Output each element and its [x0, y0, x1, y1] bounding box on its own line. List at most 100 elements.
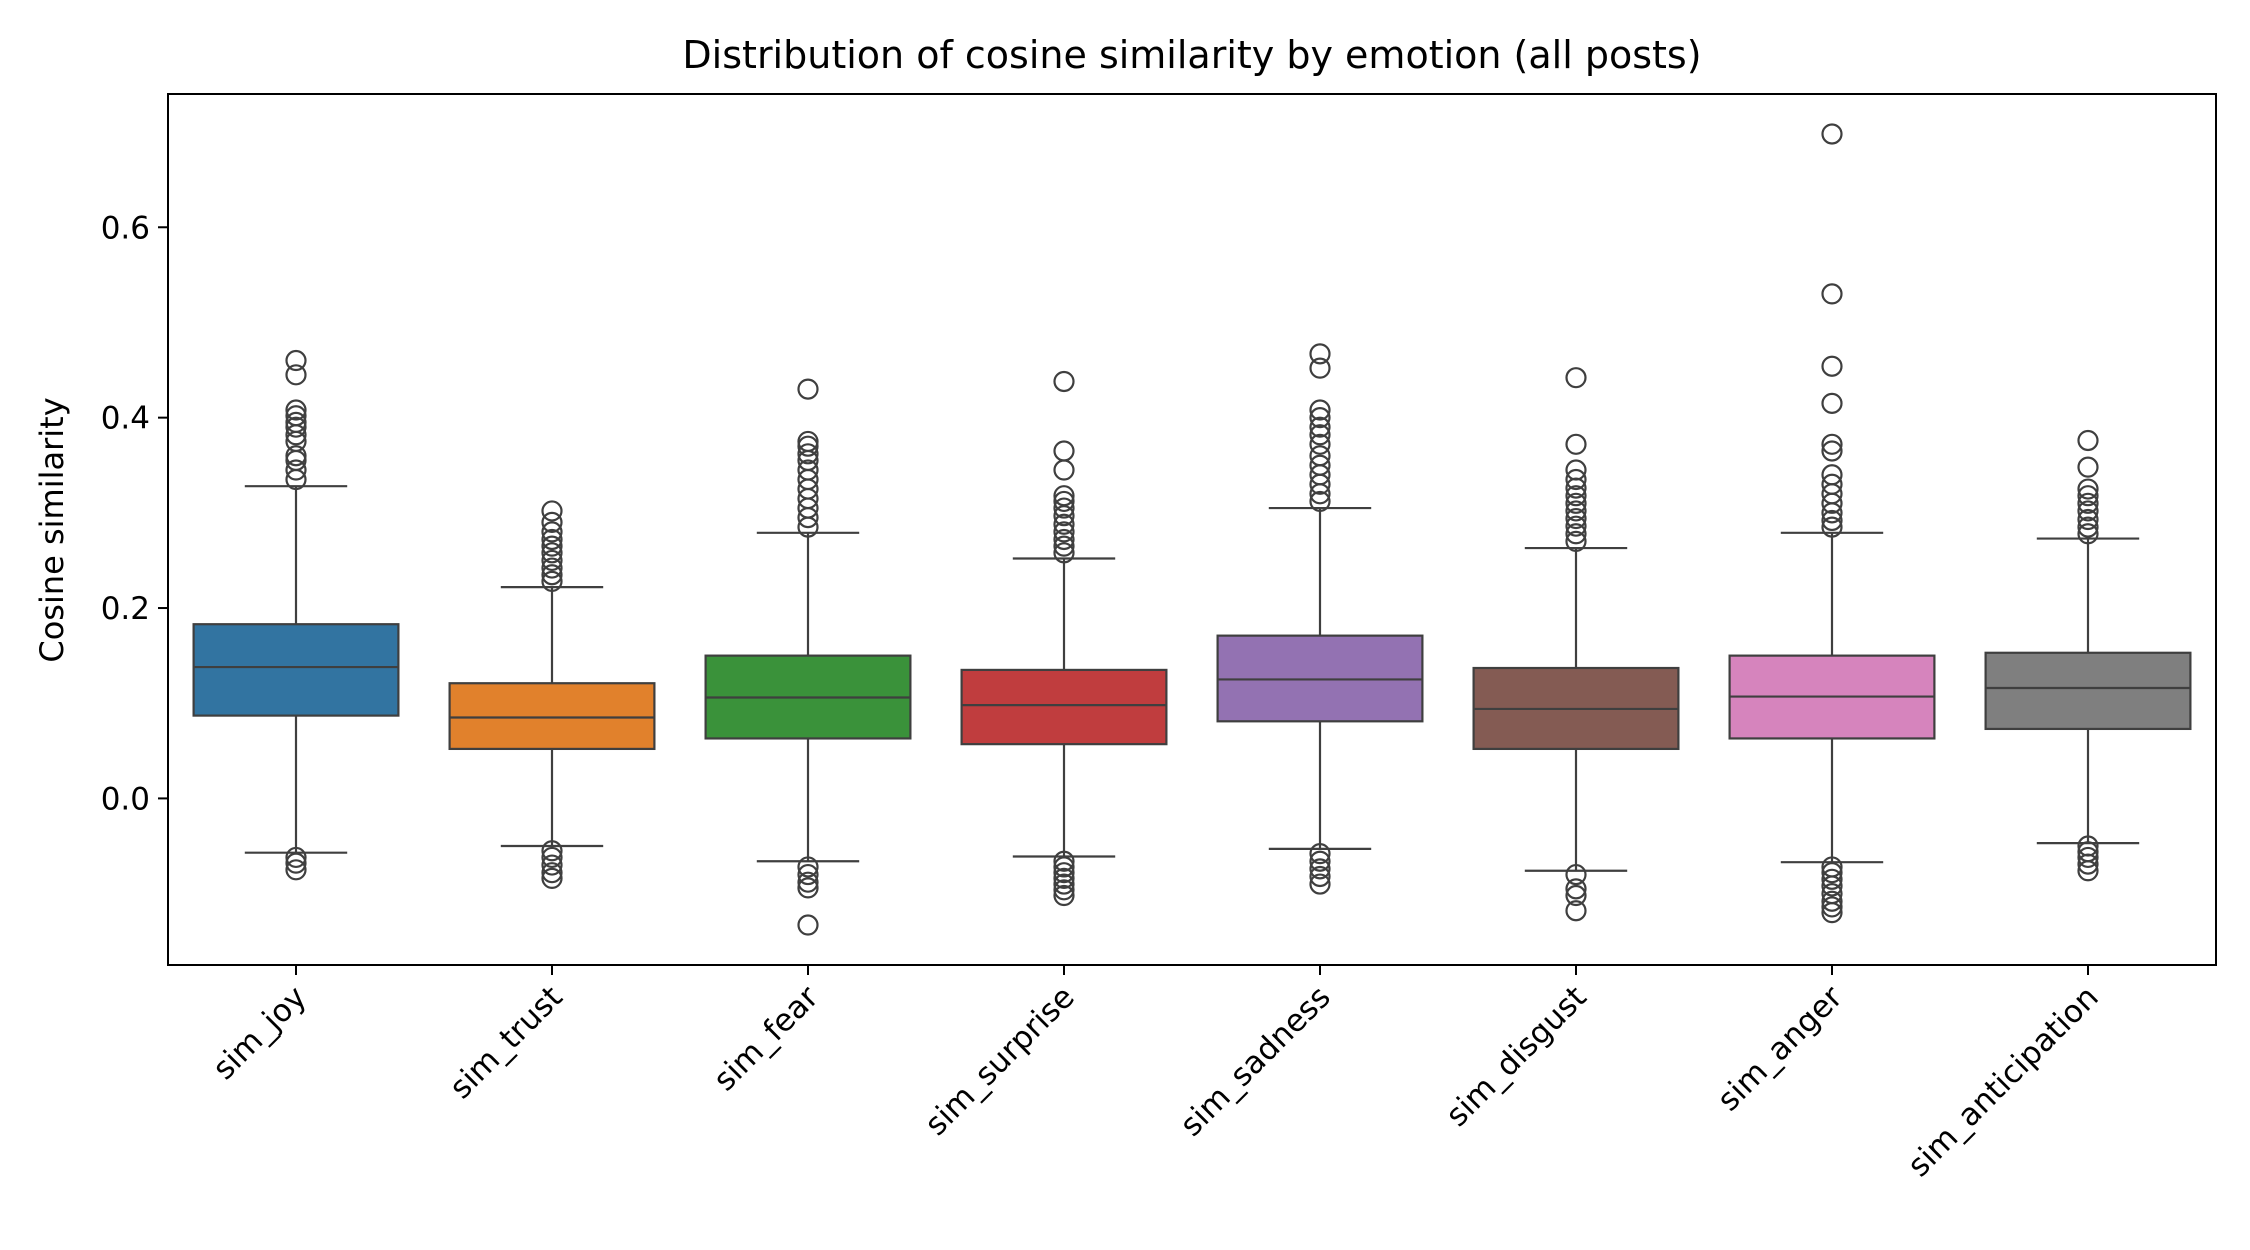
box-sim_surprise	[960, 370, 1168, 907]
outlier-point	[2077, 500, 2099, 522]
outlier-point	[1565, 515, 1587, 537]
outlier-point	[285, 445, 307, 467]
outlier-point	[285, 349, 307, 372]
outlier-point	[1053, 856, 1075, 878]
outlier-point	[541, 528, 563, 551]
outlier-point	[1053, 521, 1075, 543]
outlier-point	[1053, 497, 1075, 519]
outlier-point	[285, 405, 307, 427]
outlier-point	[797, 459, 819, 481]
outlier-point	[285, 416, 307, 438]
outlier-point	[2077, 508, 2099, 531]
outlier-point	[541, 854, 563, 876]
outlier-point	[797, 443, 819, 465]
outlier-point	[1309, 343, 1331, 365]
outlier-point	[2077, 853, 2099, 875]
outlier-point	[541, 521, 563, 543]
outlier-point	[2077, 516, 2099, 538]
outlier-point	[541, 564, 563, 586]
box-iqr	[960, 668, 1168, 746]
outlier-point	[1821, 868, 1843, 890]
chart-title: Distribution of cosine similarity by emo…	[682, 33, 1701, 77]
outlier-point	[1309, 858, 1331, 880]
outlier-point	[541, 862, 563, 884]
outlier-point	[1309, 490, 1331, 513]
outlier-point	[1565, 530, 1587, 552]
outlier-point	[1309, 399, 1331, 421]
outlier-point	[1565, 878, 1587, 900]
outlier-point	[1565, 884, 1587, 907]
outlier-point	[1821, 516, 1843, 538]
outlier-point	[1565, 367, 1587, 389]
outlier-point	[1309, 424, 1331, 446]
outlier-point	[1053, 873, 1075, 895]
outlier-point	[285, 364, 307, 386]
outlier-point	[2077, 846, 2099, 869]
outlier-point	[797, 914, 819, 936]
outlier-point	[1053, 513, 1075, 535]
outlier-point	[1309, 357, 1331, 379]
box-sim_disgust	[1472, 367, 1680, 922]
outlier-point	[1821, 890, 1843, 912]
outlier-point	[541, 846, 563, 869]
outlier-point	[1053, 459, 1075, 481]
box-sim_anger	[1728, 123, 1936, 924]
outlier-point	[2077, 523, 2099, 545]
outlier-point	[1565, 900, 1587, 922]
outlier-point	[285, 859, 307, 881]
outlier-point	[1309, 416, 1331, 438]
outlier-point	[541, 549, 563, 572]
outlier-point	[1053, 542, 1075, 564]
outlier-point	[1053, 884, 1075, 907]
outlier-point	[2077, 478, 2099, 500]
box-sim_fear	[704, 378, 912, 936]
box-iqr	[192, 623, 400, 717]
outlier-point	[1565, 863, 1587, 886]
outlier-point	[1565, 492, 1587, 514]
outlier-point	[1309, 445, 1331, 467]
outlier-point	[1309, 873, 1331, 895]
y-tick-label: 0.4	[101, 401, 150, 437]
plot-frame	[167, 93, 2217, 966]
outlier-point	[1821, 433, 1843, 455]
outlier-point	[1309, 865, 1331, 888]
outlier-point	[797, 856, 819, 878]
x-tick-label: sim_fear	[707, 979, 826, 1098]
outlier-point	[1821, 123, 1843, 145]
box-sim_sadness	[1216, 343, 1424, 895]
outlier-point	[1053, 879, 1075, 901]
outlier-point	[1565, 468, 1587, 491]
outlier-point	[797, 871, 819, 893]
outlier-point	[285, 852, 307, 874]
outlier-point	[541, 500, 563, 522]
outlier-point	[1053, 485, 1075, 507]
outlier-point	[285, 846, 307, 869]
outlier-point	[1821, 355, 1843, 377]
outlier-point	[285, 459, 307, 481]
box-iqr	[448, 682, 656, 751]
outlier-point	[1821, 875, 1843, 897]
outlier-point	[541, 535, 563, 557]
outlier-point	[2077, 429, 2099, 452]
plot-area	[192, 123, 2192, 936]
x-tick-label: sim_surprise	[918, 979, 1082, 1143]
outlier-point	[1309, 850, 1331, 872]
x-tick-label: sim_disgust	[1439, 979, 1594, 1134]
outlier-point	[1053, 535, 1075, 557]
y-tick-label: 0.0	[101, 781, 150, 817]
outlier-point	[1053, 850, 1075, 872]
outlier-point	[1821, 509, 1843, 532]
outlier-point	[1053, 867, 1075, 889]
x-tick-label: sim_anger	[1711, 979, 1850, 1118]
outlier-point	[1309, 454, 1331, 476]
outlier-point	[2077, 860, 2099, 882]
outlier-point	[1309, 407, 1331, 429]
outlier-point	[2077, 485, 2099, 507]
outlier-point	[541, 840, 563, 862]
outlier-point	[1565, 507, 1587, 530]
box-sim_anticipation	[1984, 429, 2192, 882]
outlier-point	[1565, 523, 1587, 545]
outlier-point	[1053, 370, 1075, 393]
outlier-point	[1053, 528, 1075, 551]
